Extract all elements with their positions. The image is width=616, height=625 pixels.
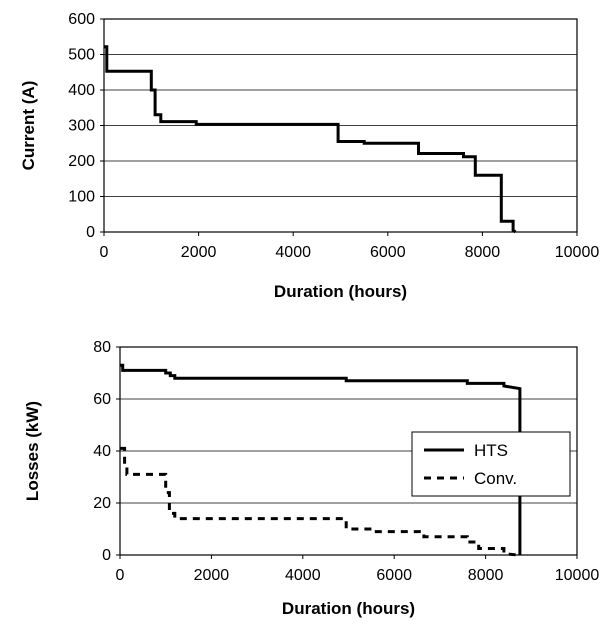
y-tick-label: 40: [93, 443, 111, 460]
y-tick-label: 200: [68, 153, 95, 170]
y-tick-label: 300: [68, 118, 95, 135]
x-tick-label: 6000: [370, 244, 406, 261]
y-tick-label: 600: [68, 11, 95, 28]
x-tick-label: 8000: [468, 567, 504, 584]
y-axis-title: Current (A): [19, 81, 38, 171]
x-tick-label: 4000: [275, 244, 311, 261]
y-axis-title: Losses (kW): [23, 401, 42, 501]
x-tick-label: 10000: [555, 244, 600, 261]
y-tick-label: 0: [86, 224, 95, 241]
x-tick-label: 2000: [181, 244, 217, 261]
y-tick-label: 80: [93, 339, 111, 356]
x-tick-label: 2000: [194, 567, 230, 584]
x-tick-label: 4000: [285, 567, 321, 584]
series-line-hts: [120, 363, 522, 555]
y-tick-label: 60: [93, 391, 111, 408]
y-tick-label: 400: [68, 82, 95, 99]
y-tick-label: 500: [68, 47, 95, 64]
x-axis-title: Duration (hours): [274, 282, 407, 301]
x-axis-title: Duration (hours): [282, 599, 415, 618]
y-tick-label: 100: [68, 189, 95, 206]
losses-chart: 0 20 40 60 80 0 2000 4000 6000 8000 10000 Duration …: [23, 339, 599, 618]
legend-label: HTS: [474, 441, 508, 460]
y-tick-label: 20: [93, 495, 111, 512]
x-tick-label: 10000: [555, 567, 600, 584]
legend-label: Conv.: [474, 469, 517, 488]
x-tick-label: 0: [100, 244, 109, 261]
series-line-conv: [120, 446, 518, 557]
y-tick-label: 0: [102, 547, 111, 564]
legend: [411, 431, 571, 497]
series-line-0: [104, 45, 517, 234]
x-tick-label: 6000: [376, 567, 412, 584]
x-tick-label: 0: [116, 567, 125, 584]
x-tick-label: 8000: [465, 244, 501, 261]
